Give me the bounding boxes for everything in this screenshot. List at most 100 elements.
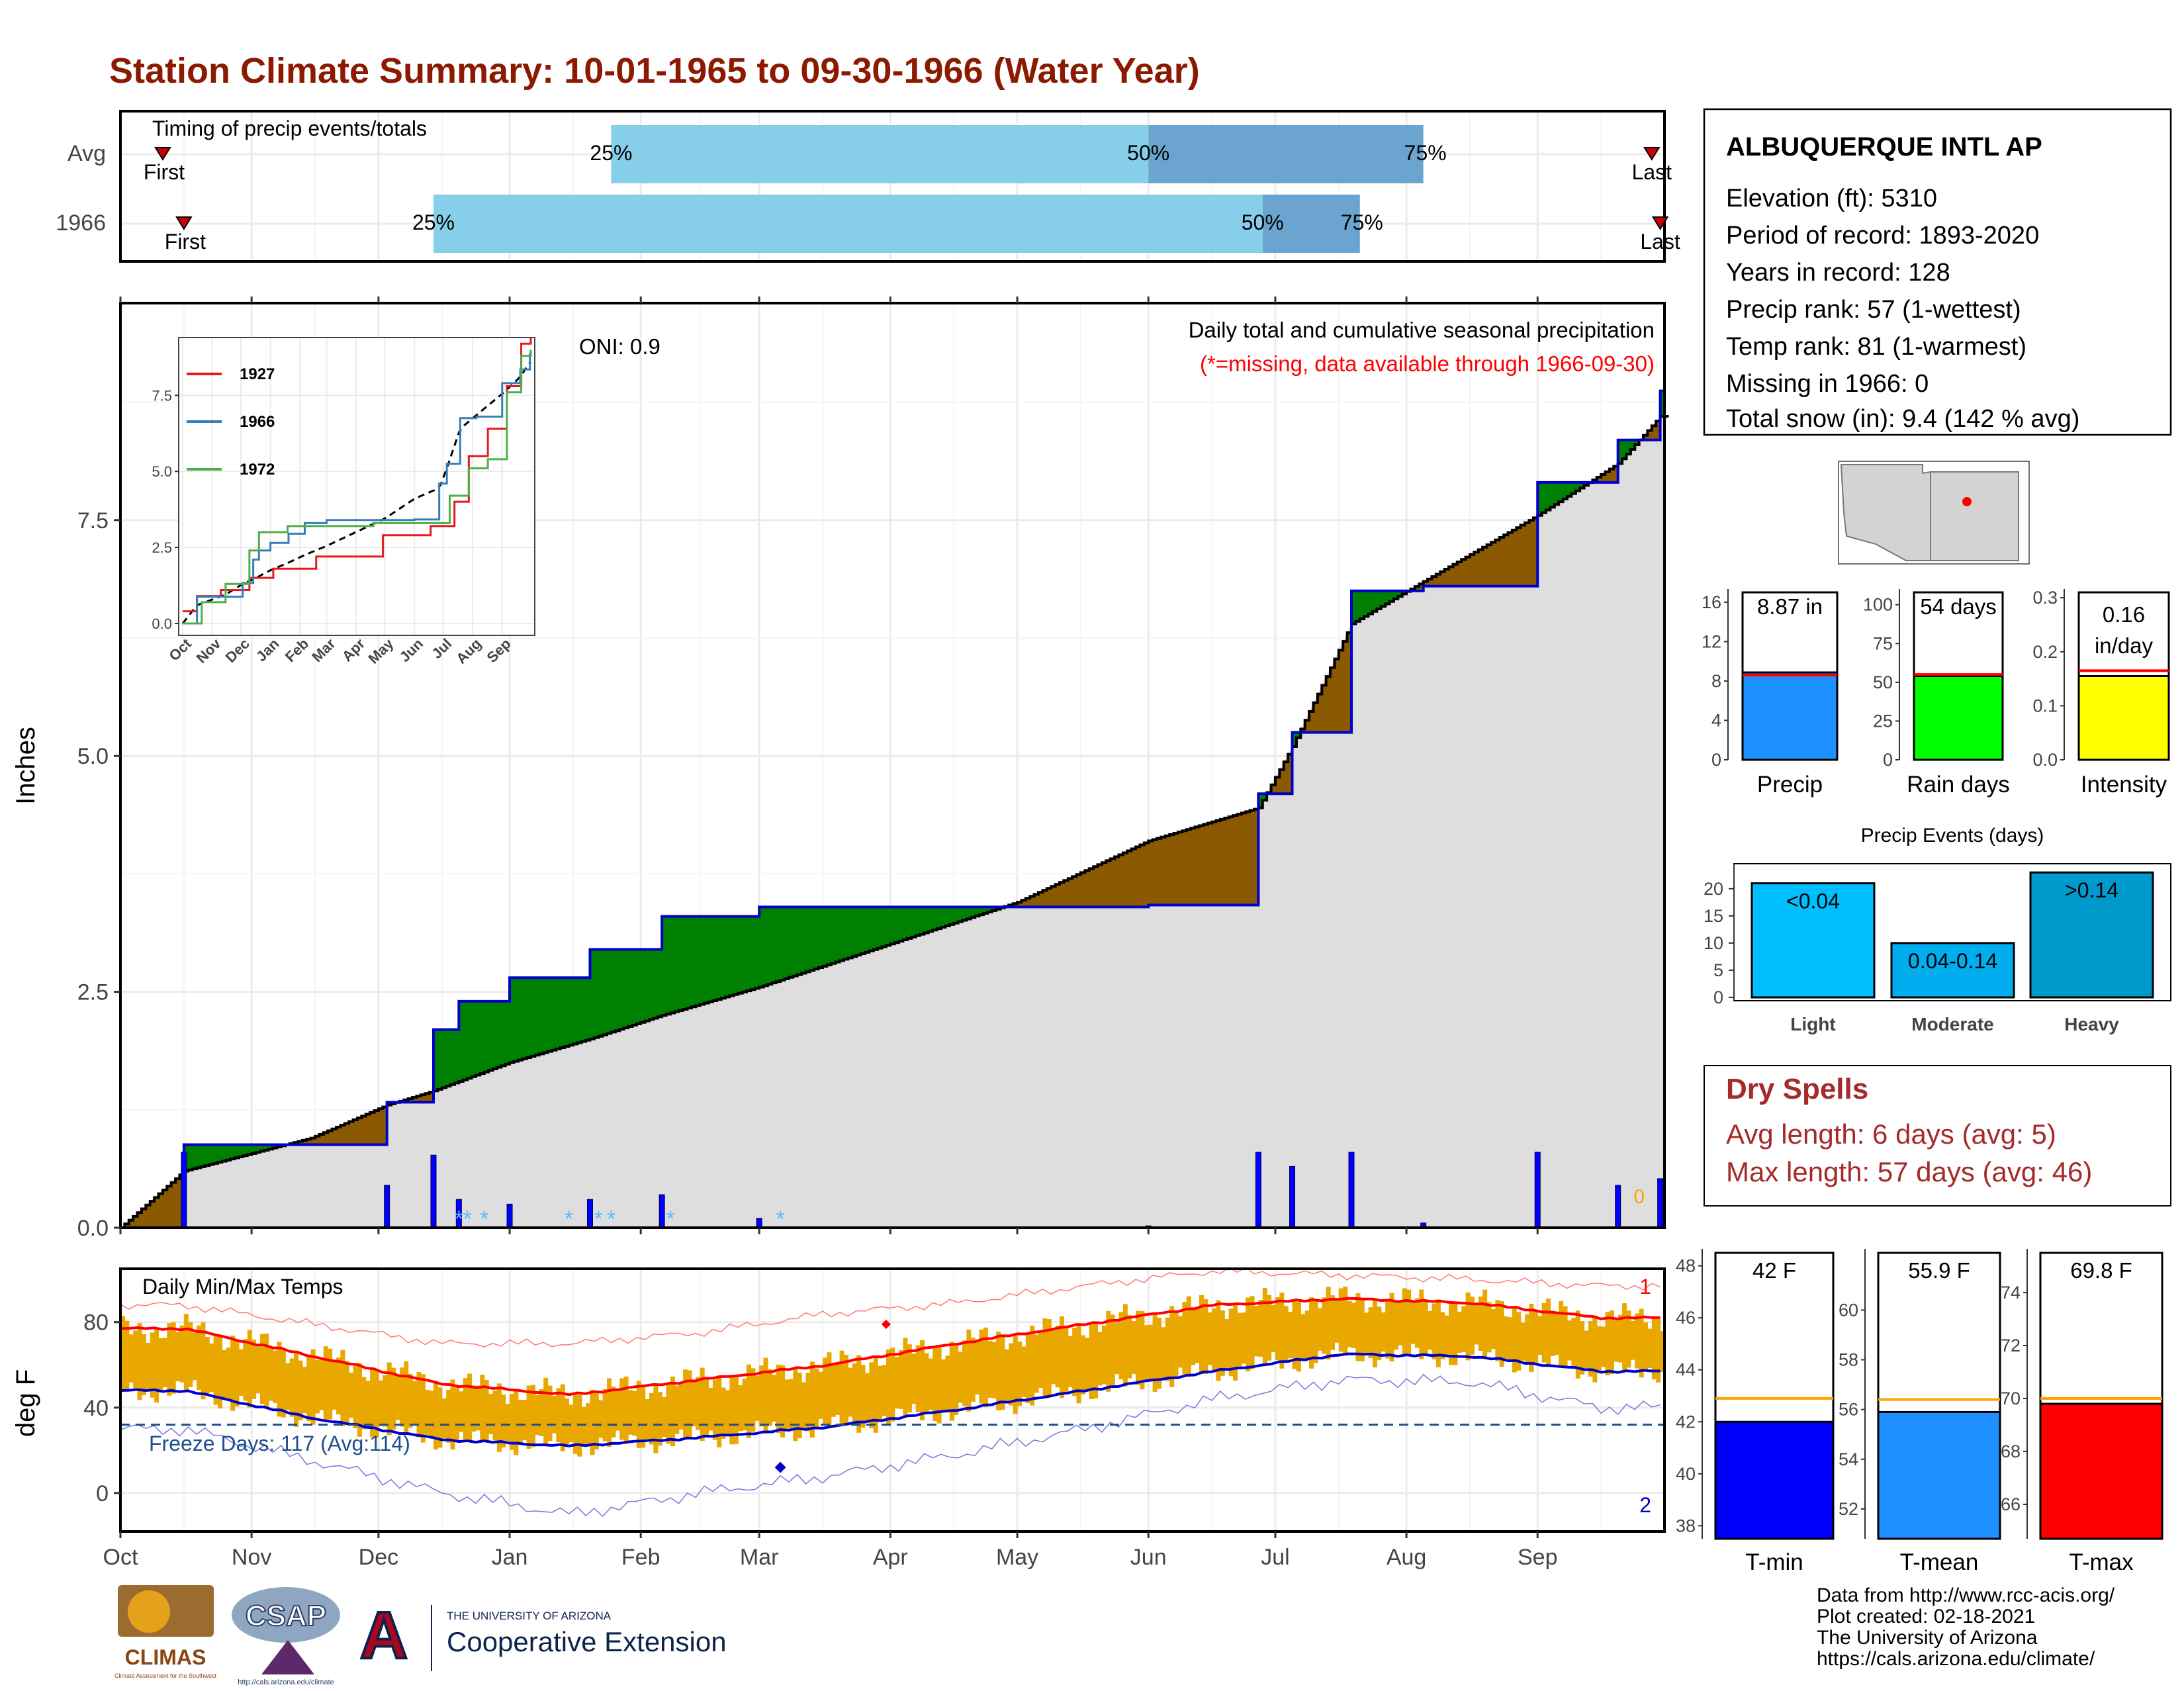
daily-temp-range-bar [725, 1391, 730, 1435]
daily-temp-range-bar [421, 1374, 426, 1442]
events-bar-label: >0.14 [2065, 878, 2118, 902]
dry-deficit-band [1178, 832, 1183, 905]
mini-bar-tick-label: 75 [1873, 633, 1893, 653]
wet-surplus-band [725, 917, 730, 997]
timing-last-label: Last [1640, 230, 1680, 253]
events-tick-label: 10 [1704, 933, 1723, 953]
daily-temp-range-bar [1250, 1296, 1255, 1369]
daily-temp-range-bar [124, 1321, 129, 1391]
daily-temp-range-bar [658, 1392, 662, 1445]
dry-deficit-band [1174, 833, 1179, 905]
month-label: Mar [740, 1545, 779, 1570]
mini-bar-tick-label: 0.1 [2032, 696, 2058, 715]
wet-surplus-band [586, 978, 590, 1040]
daily-temp-range-bar [235, 1341, 240, 1406]
events-bar-label: <0.04 [1786, 890, 1840, 913]
daily-temp-range-bar [1038, 1333, 1043, 1388]
daily-temp-range-bar [666, 1383, 671, 1443]
timing-first-label: First [144, 160, 185, 184]
mini-bar-tick-label: 25 [1873, 711, 1893, 731]
climas-logo-sun [128, 1590, 170, 1633]
daily-temp-range-bar [776, 1365, 781, 1433]
daily-precip-bar [385, 1185, 390, 1228]
dry-spells-avg: Avg length: 6 days (avg: 5) [1726, 1119, 2056, 1150]
daily-temp-range-bar [251, 1340, 256, 1399]
daily-temp-range-bar [506, 1404, 510, 1441]
daily-temp-range-bar [1212, 1308, 1216, 1370]
precip-corner-value: 0 [1633, 1186, 1645, 1208]
daily-temp-range-bar [226, 1348, 231, 1400]
wet-surplus-band [933, 907, 937, 930]
wet-surplus-band [708, 917, 713, 1002]
dry-deficit-band [1237, 814, 1242, 905]
dry-deficit-band [1208, 823, 1212, 905]
dry-deficit-band [1212, 822, 1216, 905]
wet-surplus-band [531, 978, 535, 1056]
mini-bar-tick-label: 0.3 [2032, 588, 2058, 608]
temp-summary-tick-label: 46 [1676, 1308, 1696, 1328]
daily-temp-range-bar [743, 1379, 747, 1430]
wet-surplus-band [214, 1145, 218, 1164]
dry-deficit-band [163, 1190, 167, 1228]
daily-temp-range-bar [628, 1390, 633, 1434]
precip-y-tick-label: 7.5 [77, 508, 109, 533]
dry-deficit-band [349, 1122, 353, 1145]
dry-deficit-band [357, 1118, 362, 1144]
wet-surplus-band [527, 978, 531, 1058]
daily-temp-range-bar [810, 1361, 815, 1438]
wet-surplus-band [455, 1030, 459, 1083]
wet-surplus-band [924, 907, 929, 933]
precip-chart-subtitle: (*=missing, data available through 1966-… [1200, 351, 1655, 376]
ua-cooperative-extension: Cooperative Extension [447, 1626, 727, 1657]
wet-surplus-band [611, 949, 615, 1032]
month-label: Jun [1130, 1545, 1167, 1570]
timing-panel: Timing of precip events/totals Avg 1966 … [56, 111, 1680, 261]
daily-temp-range-bar [209, 1344, 214, 1392]
inset-y-tick-label: 2.5 [152, 539, 172, 556]
inset-y-tick-label: 5.0 [152, 463, 172, 480]
wet-surplus-band [603, 949, 608, 1034]
daily-temp-range-bar [391, 1368, 396, 1430]
daily-temp-range-bar [501, 1394, 506, 1447]
daily-precip-bar [431, 1155, 436, 1228]
wet-surplus-band [945, 907, 950, 926]
daily-temp-range-bar [869, 1362, 874, 1428]
daily-temp-range-bar [518, 1400, 523, 1445]
daily-temp-range-bar [1195, 1307, 1200, 1363]
wet-surplus-band [848, 907, 852, 958]
daily-temp-range-bar [1588, 1321, 1593, 1377]
wet-surplus-band [535, 978, 539, 1055]
station-temp-rank: Temp rank: 81 (1-warmest) [1726, 333, 2026, 361]
daily-temp-range-bar [1318, 1308, 1322, 1350]
daily-precip-bar [1349, 1152, 1354, 1228]
mini-bar-value-label: 54 days [1920, 594, 1997, 619]
wet-surplus-band [484, 1001, 489, 1072]
events-bar-label: 0.04-0.14 [1908, 949, 1997, 973]
map-new-mexico [1931, 472, 2019, 561]
wet-surplus-band [548, 978, 553, 1051]
wet-surplus-band [645, 949, 650, 1021]
daily-temp-range-bar [306, 1355, 311, 1421]
wet-surplus-band [759, 907, 764, 987]
station-missing: Missing in 1966: 0 [1726, 370, 1929, 398]
wet-surplus-band [704, 917, 709, 1003]
temp-summary-category-label: T-mean [1900, 1549, 1979, 1575]
daily-temp-range-bar [1326, 1287, 1331, 1359]
month-label: Aug [1387, 1545, 1427, 1570]
dry-deficit-band [1525, 523, 1529, 586]
wet-surplus-band [222, 1145, 226, 1162]
daily-temp-range-bar [1550, 1310, 1555, 1356]
daily-temp-range-bar [848, 1368, 852, 1417]
daily-temp-range-bar [704, 1377, 709, 1437]
timing-p50-label: 50% [1242, 210, 1284, 234]
daily-temp-range-bar [1364, 1312, 1369, 1353]
daily-temp-range-bar [1009, 1344, 1013, 1406]
wet-surplus-band [696, 917, 700, 1006]
daily-temp-range-bar [759, 1365, 764, 1426]
daily-temp-range-bar [903, 1338, 907, 1418]
daily-temp-range-bar [1504, 1316, 1508, 1359]
wet-surplus-band [687, 917, 692, 1009]
inset-x-tick-label: Jul [428, 635, 455, 662]
daily-temp-range-bar [721, 1388, 726, 1439]
daily-temp-range-bar [1567, 1320, 1572, 1360]
